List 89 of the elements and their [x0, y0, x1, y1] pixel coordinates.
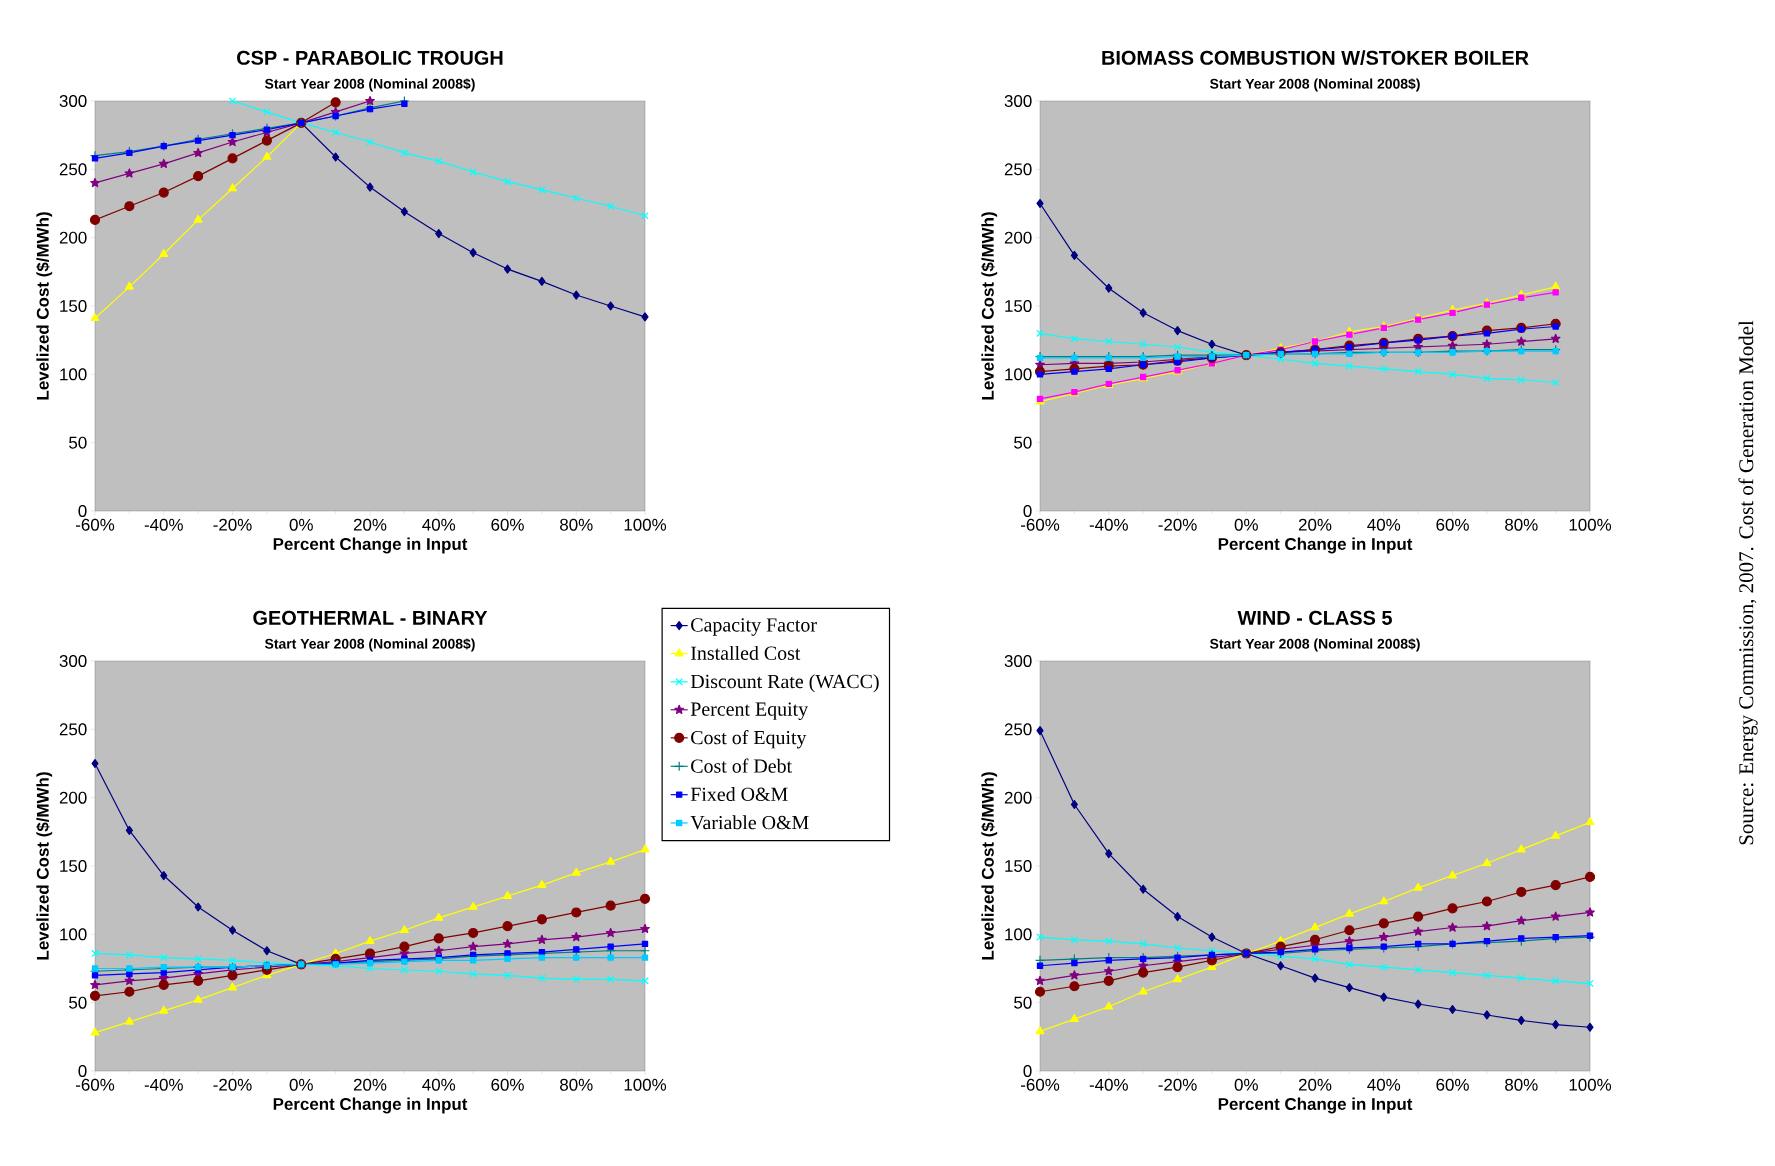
y-tick-label: 150	[1005, 299, 1032, 312]
y-tick-label: 200	[1004, 791, 1032, 804]
legend-label: Percent Equity	[690, 702, 809, 720]
x-tick-label: -40%	[144, 1078, 183, 1091]
y-tick-label: 0	[78, 504, 87, 517]
x-tick-label: -60%	[75, 1078, 115, 1091]
y-tick-label: 250	[59, 723, 87, 736]
y-tick-label: 250	[1004, 723, 1032, 736]
chart-subtitle: Start Year 2008 (Nominal 2008$)	[264, 78, 475, 92]
x-tick-label: 60%	[1436, 1078, 1469, 1091]
chart-title: CSP - PARABOLIC TROUGH	[237, 50, 503, 65]
x-axis-title: Percent Change in Input	[273, 537, 468, 554]
x-tick-label: 20%	[353, 1078, 387, 1091]
chart-title: GEOTHERMAL - BINARY	[253, 610, 488, 625]
x-tick-label: -40%	[1089, 518, 1128, 531]
x-tick-label: 0%	[1234, 518, 1258, 531]
x-tick-label: 40%	[422, 1078, 456, 1091]
y-tick-label: 250	[1004, 163, 1032, 176]
x-tick-label: 80%	[560, 518, 593, 531]
legend-label: Installed Cost	[691, 645, 801, 660]
x-tick-label: -60%	[1021, 518, 1060, 531]
y-tick-label: 50	[1014, 436, 1032, 449]
x-tick-label: 60%	[491, 1078, 524, 1091]
chart-title: BIOMASS COMBUSTION W/STOKER BOILER	[1102, 50, 1529, 66]
x-tick-label: -20%	[213, 1078, 252, 1091]
y-tick-label: 0	[1023, 1065, 1032, 1077]
x-axis-title: Percent Change in Input	[273, 1097, 468, 1114]
y-tick-label: 100	[1005, 928, 1032, 941]
y-tick-label: 200	[59, 791, 87, 804]
y-tick-label: 100	[60, 368, 87, 381]
x-tick-label: -60%	[75, 518, 115, 531]
y-tick-label: 300	[59, 654, 87, 667]
legend-label: Discount Rate (WACC)	[690, 674, 879, 693]
x-tick-label: 40%	[1367, 1078, 1401, 1091]
x-tick-label: 0%	[289, 518, 313, 531]
x-tick-label: -40%	[1089, 1078, 1128, 1091]
y-axis-title: Levelized Cost ($/MWh)	[981, 772, 998, 960]
y-tick-label: 300	[59, 94, 87, 107]
legend-label: Capacity Factor	[691, 618, 817, 636]
chart-title: WIND - CLASS 5	[1237, 610, 1392, 625]
x-tick-label: 0%	[289, 1078, 313, 1091]
x-tick-label: -20%	[213, 518, 252, 531]
x-tick-label: 60%	[1436, 518, 1469, 531]
y-tick-label: 150	[60, 860, 87, 872]
y-tick-label: 50	[1014, 996, 1032, 1009]
x-tick-label: -60%	[1021, 1078, 1060, 1091]
y-tick-label: 150	[1005, 860, 1032, 872]
x-tick-label: 20%	[353, 518, 387, 531]
x-tick-label: 100%	[624, 1078, 667, 1091]
y-axis-title: Levelized Cost ($/MWh)	[36, 212, 53, 400]
y-tick-label: 100	[1005, 368, 1032, 381]
y-tick-label: 0	[1023, 504, 1032, 517]
legend-label: Cost of Equity	[691, 730, 807, 749]
y-tick-label: 200	[1004, 231, 1032, 244]
y-tick-label: 50	[69, 996, 87, 1009]
x-tick-label: -40%	[144, 518, 183, 531]
y-tick-label: 200	[59, 231, 87, 244]
y-tick-label: 250	[59, 163, 87, 176]
x-tick-label: 80%	[1505, 518, 1538, 531]
x-tick-label: 80%	[560, 1078, 593, 1091]
y-tick-label: 300	[1004, 94, 1032, 107]
x-tick-label: 100%	[1569, 1078, 1612, 1091]
chart-subtitle: Start Year 2008 (Nominal 2008$)	[1209, 78, 1420, 92]
chart-subtitle: Start Year 2008 (Nominal 2008$)	[264, 638, 475, 652]
legend-label: Cost of Debt	[691, 758, 792, 773]
y-tick-label: 100	[60, 928, 87, 941]
x-tick-label: 40%	[1367, 518, 1401, 531]
x-tick-label: 100%	[624, 518, 667, 531]
x-tick-label: 20%	[1298, 1078, 1332, 1091]
x-axis-title: Percent Change in Input	[1218, 1097, 1413, 1114]
x-tick-label: -20%	[1158, 1078, 1197, 1091]
y-tick-label: 50	[69, 436, 87, 449]
y-tick-label: 300	[1004, 654, 1032, 667]
y-axis-title: Levelized Cost ($/MWh)	[981, 212, 998, 400]
x-tick-label: 0%	[1234, 1078, 1258, 1091]
legend-label: Fixed O&M	[690, 787, 788, 802]
y-axis-title: Levelized Cost ($/MWh)	[36, 772, 53, 960]
x-axis-title: Percent Change in Input	[1218, 537, 1413, 554]
x-tick-label: 40%	[422, 518, 456, 531]
x-tick-label: 100%	[1569, 518, 1612, 531]
chart-subtitle: Start Year 2008 (Nominal 2008$)	[1210, 638, 1420, 652]
legend-label: Variable O&M	[690, 815, 809, 830]
x-tick-label: 20%	[1298, 518, 1332, 531]
x-tick-label: -20%	[1158, 518, 1197, 531]
source-note: Source: Energy Commission, 2007. Cost of Generation Model	[1738, 320, 1758, 845]
x-tick-label: 80%	[1505, 1078, 1538, 1091]
x-tick-label: 60%	[491, 518, 524, 531]
y-tick-label: 0	[78, 1065, 87, 1077]
y-tick-label: 150	[60, 299, 87, 312]
